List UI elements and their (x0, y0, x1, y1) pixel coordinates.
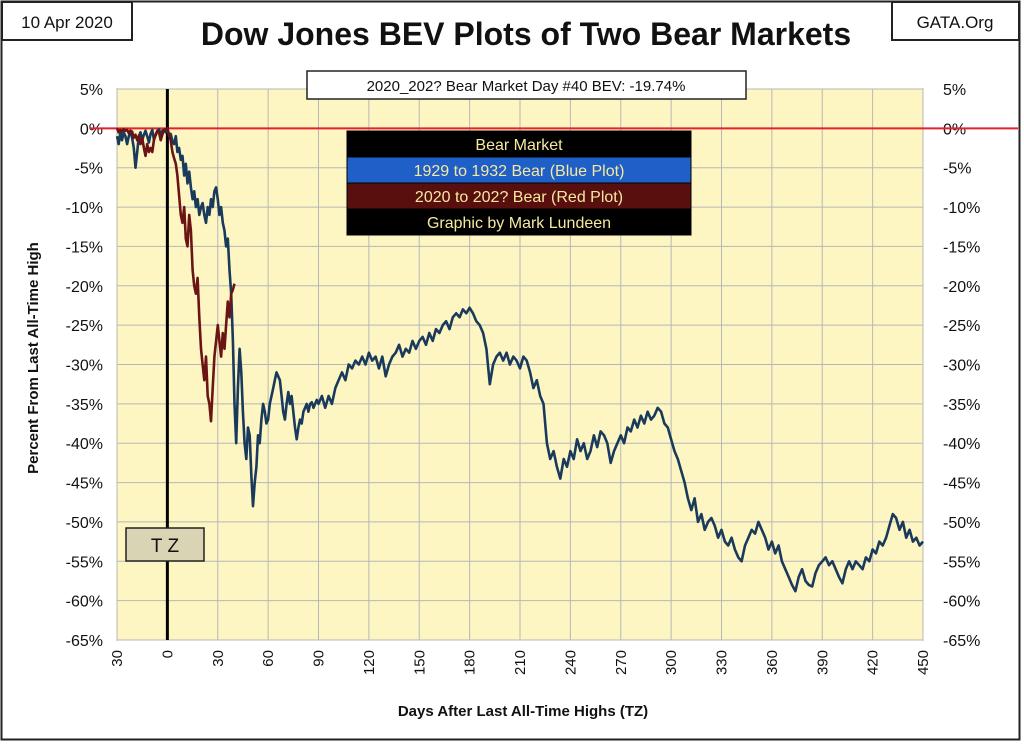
y-tick-label-right: 0% (943, 121, 966, 138)
y-tick-label-left: -35% (66, 397, 103, 414)
y-tick-label-left: -65% (66, 633, 103, 650)
x-tick-label: 270 (613, 650, 630, 675)
x-tick-label: 420 (865, 650, 882, 675)
y-tick-label-left: -20% (66, 279, 103, 296)
date-box: 10 Apr 2020 (1, 1, 133, 41)
x-tick-label: 240 (562, 650, 579, 675)
x-tick-label: 210 (512, 650, 529, 675)
y-tick-label-left: -50% (66, 515, 103, 532)
x-tick-label: 360 (764, 650, 781, 675)
annotation-box: 2020_202? Bear Market Day #40 BEV: -19.7… (306, 70, 747, 100)
x-axis: 30 0 30 60 90 120 150 180 210 240 270 300 330 360 390 4… (109, 650, 932, 675)
series-line-2020 (115, 127, 236, 423)
legend-item: 1929 to 1932 Bear (Blue Plot) (346, 156, 692, 184)
y-tick-label-right: -30% (943, 358, 980, 375)
x-tick-label: 390 (814, 650, 831, 675)
y-tick-label-right: -25% (943, 318, 980, 335)
y-tick-label-left: 0% (80, 121, 103, 138)
y-tick-label-left: -40% (66, 436, 103, 453)
y-tick-label-right: -60% (943, 594, 980, 611)
legend-swatch (346, 182, 692, 210)
series-group (115, 127, 924, 593)
x-tick-label: 30 (109, 650, 126, 667)
x-axis-label: Days After Last All-Time Highs (TZ) (398, 703, 648, 720)
x-tick-label: 300 (663, 650, 680, 675)
y-tick-label-right: -35% (943, 397, 980, 414)
legend-swatch (346, 130, 692, 158)
legend-label: Bear Market (475, 137, 563, 154)
series-line-1929 (115, 127, 924, 593)
y-axis-label: Percent From Last All-Time High (25, 242, 42, 474)
y-tick-label-right: -65% (943, 633, 980, 650)
y-tick-label-left: -55% (66, 554, 103, 571)
x-tick-label: 0 (159, 650, 176, 658)
y-tick-label-left: -30% (66, 358, 103, 375)
y-tick-label-right: -55% (943, 554, 980, 571)
source-label: GATA.Org (917, 13, 994, 32)
y-tick-label-right: -15% (943, 239, 980, 256)
date-label: 10 Apr 2020 (21, 13, 113, 32)
y-tick-label-left: 5% (80, 82, 103, 99)
x-tick-label: 180 (462, 650, 479, 675)
legend-label: 1929 to 1932 Bear (Blue Plot) (414, 163, 625, 180)
legend-item: Bear Market (346, 130, 692, 158)
y-axis-left: 5% 0% -5% -10% -15% -20% -25% -30% -35% -40% -45% -… (66, 82, 103, 650)
legend-swatch (346, 156, 692, 184)
x-tick-label: 330 (714, 650, 731, 675)
y-axis-right: 5% 0% -5% -10% -15% -20% -25% -30% -35% -40% -45% -… (943, 82, 980, 650)
y-tick-label-left: -25% (66, 318, 103, 335)
y-tick-label-right: -40% (943, 436, 980, 453)
y-tick-label-right: -10% (943, 200, 980, 217)
y-tick-label-right: 5% (943, 82, 966, 99)
x-tick-label: 90 (311, 650, 328, 667)
legend-item: Graphic by Mark Lundeen (346, 208, 692, 236)
y-tick-label-left: -10% (66, 200, 103, 217)
source-box: GATA.Org (891, 1, 1020, 41)
annotation-text: 2020_202? Bear Market Day #40 BEV: -19.7… (367, 78, 686, 95)
legend-label: 2020 to 202? Bear (Red Plot) (415, 189, 623, 206)
chart-title: Dow Jones BEV Plots of Two Bear Markets (201, 16, 851, 52)
y-tick-label-right: -20% (943, 279, 980, 296)
y-tick-label-left: -45% (66, 476, 103, 493)
y-tick-label-right: -45% (943, 476, 980, 493)
x-tick-label: 450 (915, 650, 932, 675)
y-tick-label-left: -5% (75, 161, 103, 178)
x-tick-label: 150 (411, 650, 428, 675)
legend-item: 2020 to 202? Bear (Red Plot) (346, 182, 692, 210)
tz-label: T Z (151, 536, 180, 557)
tz-box: T Z (125, 527, 205, 562)
y-tick-label-left: -60% (66, 594, 103, 611)
x-tick-label: 30 (210, 650, 227, 667)
y-tick-label-right: -5% (943, 161, 971, 178)
y-tick-label-right: -50% (943, 515, 980, 532)
x-tick-label: 60 (260, 650, 277, 667)
x-tick-label: 120 (361, 650, 378, 675)
legend: Bear Market 1929 to 1932 Bear (Blue Plot)… (346, 130, 692, 236)
legend-swatch (346, 208, 692, 236)
y-tick-label-left: -15% (66, 239, 103, 256)
legend-label: Graphic by Mark Lundeen (427, 215, 611, 232)
